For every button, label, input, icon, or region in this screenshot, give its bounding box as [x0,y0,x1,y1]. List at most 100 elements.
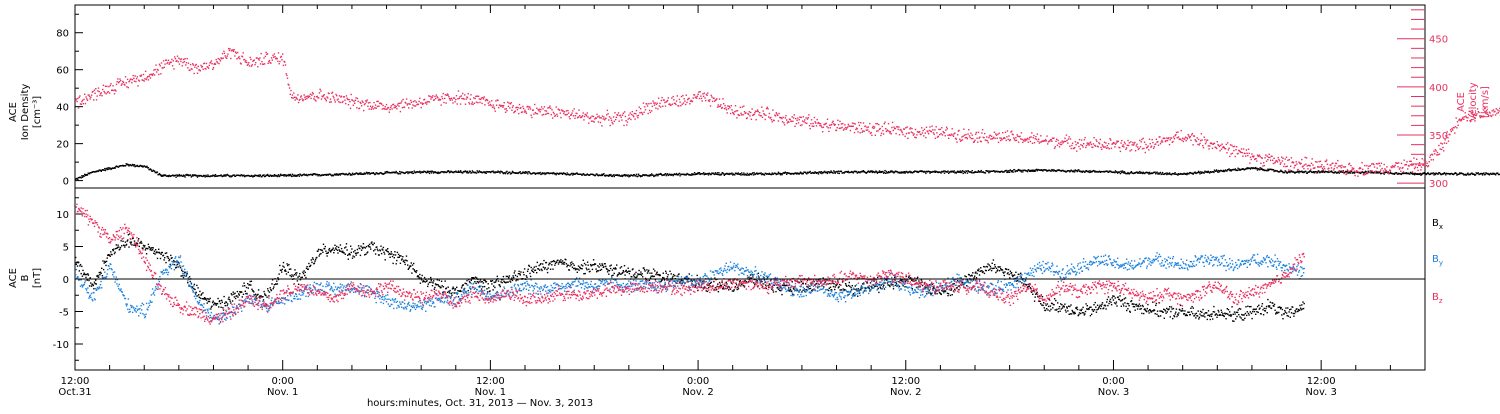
data-point [421,107,422,108]
data-point [400,173,401,174]
data-point [414,105,415,106]
data-point [947,128,948,129]
data-point [884,172,885,173]
data-point [1154,171,1155,172]
data-point [221,58,222,59]
data-point [476,172,477,173]
data-point [563,113,564,114]
data-point [618,112,619,113]
data-point [1100,147,1101,148]
data-point [306,96,307,97]
data-point [1152,139,1153,140]
data-point [1305,171,1306,172]
data-point [180,61,181,62]
data-point [272,55,273,56]
data-point [722,98,723,99]
data-point [1307,168,1308,169]
data-point [905,127,906,128]
data-point [385,106,386,107]
data-point [481,97,482,98]
data-point [104,92,105,93]
data-point [716,98,717,99]
data-point [686,95,687,96]
data-point [1396,172,1397,173]
top-ytick-label-60: 60 [56,66,69,77]
data-point [1120,171,1121,172]
data-point [1072,143,1073,144]
data-point [594,121,595,122]
data-point [1250,157,1251,158]
data-point [524,173,525,174]
data-point [652,175,653,176]
data-point [912,132,913,133]
data-point [943,170,944,171]
data-point [1320,161,1321,162]
data-point [1194,135,1195,136]
data-point [363,110,364,111]
data-point [153,69,154,70]
data-point [781,118,782,119]
data-point [763,110,764,111]
data-point [891,133,892,134]
data-point [1021,139,1022,140]
data-point [263,174,264,175]
data-point [862,132,863,133]
data-point [1120,142,1121,143]
data-point [595,175,596,176]
data-point [1268,157,1269,158]
data-point [1229,156,1230,157]
data-point [882,126,883,127]
data-point [783,117,784,118]
data-point [810,123,811,124]
data-point [314,96,315,97]
data-point [1008,170,1009,171]
data-point [1267,170,1268,171]
data-point [146,166,147,167]
data-point [467,171,468,172]
data-point [171,62,172,63]
data-point [828,131,829,132]
data-point [484,96,485,97]
data-point [327,97,328,98]
top-ylabel-line3: [cm⁻³] [32,96,43,128]
data-point [586,115,587,116]
data-point [192,63,193,64]
data-point [598,115,599,116]
data-point [621,119,622,120]
data-point [1287,160,1288,161]
data-point [984,133,985,134]
data-point [147,76,148,77]
data-point [125,76,126,77]
bottom-ytick-label--10: -10 [53,340,69,351]
data-point [371,109,372,110]
data-point [1350,172,1351,173]
data-point [388,107,389,108]
data-point [833,170,834,171]
top-ytick-label-80: 80 [56,29,69,40]
data-point [801,124,802,125]
data-point [424,99,425,100]
data-point [1186,140,1187,141]
data-point [613,116,614,117]
data-point [728,108,729,109]
data-point [528,108,529,109]
data-point [418,104,419,105]
data-point [812,126,813,127]
data-point [1257,169,1258,170]
data-point [553,113,554,114]
data-point [523,108,524,109]
data-point [664,99,665,100]
data-point [1339,170,1340,171]
data-point [487,100,488,101]
data-point [146,79,147,80]
data-point [154,171,155,172]
data-point [771,174,772,175]
data-point [470,94,471,95]
data-point [567,172,568,173]
data-point [1083,143,1084,144]
data-point [849,126,850,127]
data-point [99,91,100,92]
data-point [508,106,509,107]
